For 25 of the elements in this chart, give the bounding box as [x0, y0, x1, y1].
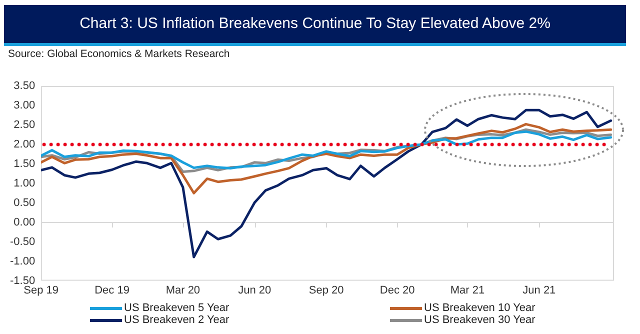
y-tick-label: 3.50	[14, 80, 36, 92]
y-tick-label: -1.50	[10, 274, 36, 287]
y-tick-label: 2.00	[14, 138, 36, 150]
x-tick-label: Sep 20	[308, 284, 344, 296]
x-tick-label: Sep 19	[24, 284, 59, 296]
y-tick-label: 2.50	[14, 118, 36, 131]
y-tick-label: -0.50	[10, 236, 36, 248]
y-tick-label: 1.50	[14, 158, 36, 170]
legend-label: US Breakeven 10 Year	[424, 302, 536, 314]
source-note: Source: Global Economics & Markets Research	[8, 48, 230, 60]
legend-label: US Breakeven 5 Year	[124, 302, 230, 314]
chart-title: Chart 3: US Inflation Breakevens Continue To Stay Elevated Above 2%	[4, 5, 626, 46]
y-tick-label: 3.00	[14, 100, 36, 112]
legend-label: US Breakeven 2 Year	[124, 314, 230, 326]
x-tick-label: Mar 20	[166, 284, 200, 296]
x-tick-label: Jun 20	[238, 284, 272, 296]
x-tick-label: Mar 21	[450, 284, 485, 296]
x-tick-label: Jun 21	[522, 284, 556, 296]
y-tick-label: 1.00	[14, 177, 36, 190]
x-tick-label: Dec 20	[380, 284, 415, 296]
y-tick-label: 0.00	[14, 216, 36, 228]
x-tick-label: Dec 19	[94, 284, 130, 296]
y-tick-label: -1.00	[10, 255, 36, 268]
y-tick-label: 0.50	[14, 196, 36, 209]
legend-label: US Breakeven 30 Year	[424, 314, 536, 326]
